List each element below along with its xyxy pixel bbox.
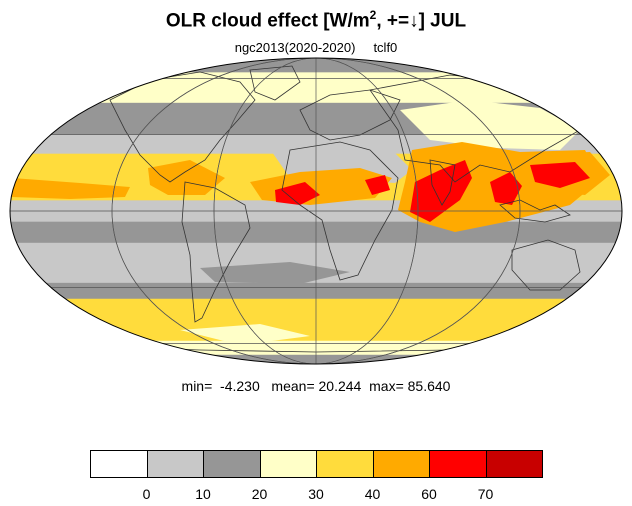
stat-min-value: -4.230 <box>220 378 260 394</box>
map-field <box>10 58 622 364</box>
region-bengal-red <box>410 160 472 222</box>
map-subtitle: ngc2013(2020-2020) tclf0 <box>0 40 632 55</box>
coast-north-america <box>109 71 256 183</box>
stat-min-label: min= <box>181 378 213 394</box>
statistics-line: min= -4.230 mean= 20.244 max= 85.640 <box>0 378 632 394</box>
stat-mean-value: 20.244 <box>318 378 362 394</box>
coast-greenland <box>249 65 301 101</box>
subtitle-variable: tclf0 <box>373 40 398 55</box>
colorbar-tick-label: 30 <box>308 486 324 502</box>
region-asia-yellow <box>400 100 580 150</box>
colorbar-box-7 <box>485 450 543 478</box>
colorbar-box-1 <box>146 450 204 478</box>
colorbar: 0 10 20 30 40 60 70 <box>90 450 543 502</box>
stat-max-value: 85.640 <box>407 378 451 394</box>
region-westpac-red <box>530 162 590 188</box>
field-regions <box>12 100 610 345</box>
map-outline <box>9 57 623 365</box>
colorbar-tick-label: 70 <box>477 486 494 502</box>
mollweide-map <box>9 57 623 365</box>
region-ethiopia-red <box>365 175 390 195</box>
coast-europe <box>299 89 401 141</box>
colorbar-tick-label: 10 <box>195 486 211 502</box>
colorbar-box-2 <box>203 450 261 478</box>
region-antarctic-yellow <box>180 324 310 345</box>
colorbar-tick-label: 20 <box>251 486 268 502</box>
colorbar-box-4 <box>316 450 374 478</box>
region-wafrica-red <box>275 182 320 205</box>
title-prefix: OLR cloud effect [W/m <box>165 10 370 32</box>
colorbar-tick-label: 0 <box>142 486 151 502</box>
subtitle-case: ngc2013(2020-2020) <box>234 40 356 55</box>
colorbar-box-6 <box>429 450 487 478</box>
title-suffix: , +=↓] JUL <box>376 10 467 32</box>
colorbar-box-3 <box>259 450 317 478</box>
title-superscript: 2 <box>369 8 377 22</box>
coast-south-america <box>181 181 251 323</box>
coast-india <box>429 159 456 206</box>
region-south-atlantic-gray <box>200 262 350 284</box>
colorbar-tick-label: 60 <box>421 486 437 502</box>
stat-max-label: max= <box>369 378 404 394</box>
map-title: OLR cloud effect [W/m2, +=↓] JUL <box>0 8 632 32</box>
region-epac-orange <box>12 178 130 199</box>
coast-africa <box>281 141 399 281</box>
colorbar-box-5 <box>372 450 430 478</box>
region-indochina-red <box>490 172 522 205</box>
stat-mean-label: mean= <box>271 378 315 394</box>
colorbar-tick-label: 40 <box>364 486 381 502</box>
coast-australia <box>511 239 581 291</box>
colorbar-box-0 <box>90 450 148 478</box>
